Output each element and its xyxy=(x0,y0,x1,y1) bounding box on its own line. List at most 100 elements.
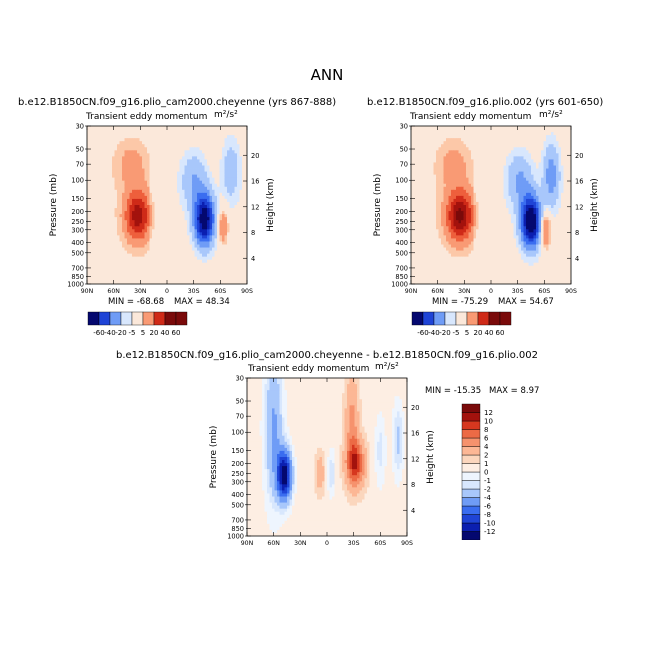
panel1-cell xyxy=(234,229,238,233)
panel1-cell xyxy=(157,129,160,133)
panel2-cell xyxy=(471,150,474,154)
panel1-cell xyxy=(174,129,178,133)
panel2-cell xyxy=(516,171,519,176)
panel2-cell xyxy=(493,156,497,160)
panel1-cell xyxy=(117,235,120,239)
panel1-cell xyxy=(222,147,225,151)
panel2-cell xyxy=(561,162,564,166)
panel1-cell xyxy=(142,262,145,267)
panel2-cell xyxy=(463,126,467,130)
panel1-cell xyxy=(137,262,140,267)
panel2-cell xyxy=(526,153,529,157)
panel1-cell xyxy=(232,174,235,179)
panel2-cell xyxy=(496,129,499,133)
panel1-cell xyxy=(169,183,173,188)
panel2-cell xyxy=(543,141,547,145)
panel1-cell xyxy=(219,241,223,245)
panel1-cell xyxy=(104,177,108,182)
panel1-cell xyxy=(197,156,200,160)
panel1-cb-level-label: 5 xyxy=(141,329,145,337)
panel1-cell xyxy=(229,159,233,163)
panel1-cell xyxy=(117,195,120,200)
panel1-cell xyxy=(87,262,90,267)
panel1-cell xyxy=(237,229,240,233)
panel1-cell xyxy=(227,280,230,284)
panel1-cell xyxy=(124,201,128,206)
panel2-cell xyxy=(531,165,534,169)
panel1-cell xyxy=(172,250,175,255)
panel2-cell xyxy=(483,141,487,145)
panel2-cell xyxy=(451,147,454,151)
panel2-cell xyxy=(568,195,571,200)
panel2-cell xyxy=(418,192,422,197)
panel2-cell xyxy=(506,183,509,188)
panel2-cell xyxy=(463,162,467,166)
panel1-cell xyxy=(187,280,190,284)
panel1-cell xyxy=(102,271,105,276)
panel2-cell xyxy=(468,147,472,151)
panel1-cell xyxy=(194,247,198,251)
panel1-cell xyxy=(214,247,218,251)
panel2-cell xyxy=(451,168,454,172)
panel1-cell xyxy=(182,159,185,163)
panel2-cell xyxy=(566,195,569,200)
panel1-cell xyxy=(169,144,173,148)
panel2-cell xyxy=(428,138,432,142)
panel1-cell xyxy=(162,126,165,130)
panel1-cell xyxy=(94,141,98,145)
panel1-cb-swatch xyxy=(87,311,100,326)
panel1-cell xyxy=(227,226,230,230)
panel1-cell xyxy=(222,208,225,212)
panel1-cell xyxy=(142,247,145,251)
panel2-cell xyxy=(448,153,452,157)
panel1-cell xyxy=(94,229,98,233)
panel1-cell xyxy=(134,165,138,169)
panel2-cell xyxy=(501,126,504,130)
panel2-cell xyxy=(498,165,502,169)
panel2-cell xyxy=(458,189,462,194)
panel1-cell xyxy=(182,205,185,209)
panel1-cell xyxy=(112,217,115,221)
panel2-cell xyxy=(438,171,442,176)
panel1-cell xyxy=(167,271,170,276)
panel1-cell xyxy=(159,186,163,191)
panel2-cell xyxy=(481,132,484,136)
panel1-cell xyxy=(202,156,205,160)
panel1-cell xyxy=(212,198,215,203)
panel1-cell xyxy=(232,256,235,261)
panel1-cell xyxy=(239,126,243,130)
panel2-cell xyxy=(558,138,562,142)
panel1-cell xyxy=(139,192,143,197)
panel1-cell xyxy=(157,135,160,139)
panel1-cell xyxy=(102,268,105,273)
panel1-cell xyxy=(134,201,138,206)
panel1-cell xyxy=(104,232,108,236)
panel1-cell xyxy=(167,150,170,154)
panel1-cell xyxy=(127,201,130,206)
panel2-cell xyxy=(561,195,564,200)
panel1-cell xyxy=(169,265,173,270)
panel1-cell xyxy=(144,132,148,136)
panel1-cell xyxy=(107,183,110,188)
panel1-cell xyxy=(229,189,233,194)
panel1-cell xyxy=(214,195,218,200)
panel1-cell xyxy=(119,135,123,139)
panel1-cell xyxy=(99,141,103,145)
panel1-cell xyxy=(137,165,140,169)
panel1-cell xyxy=(112,211,115,215)
panel1-cell xyxy=(169,126,173,130)
panel2-cell xyxy=(526,150,529,154)
panel2-cell xyxy=(428,183,432,188)
panel1-cell xyxy=(112,277,115,282)
panel1-cell xyxy=(237,277,240,282)
panel1-cell xyxy=(107,156,110,160)
panel1-cell xyxy=(162,208,165,212)
panel2-cell xyxy=(421,168,424,172)
panel2-cell xyxy=(563,159,567,163)
panel1-cell xyxy=(209,232,213,236)
panel1-cell xyxy=(164,274,168,279)
panel1-cell xyxy=(227,241,230,245)
panel2-cell xyxy=(471,141,474,145)
panel1-cell xyxy=(172,138,175,142)
panel1-cell xyxy=(122,217,125,221)
